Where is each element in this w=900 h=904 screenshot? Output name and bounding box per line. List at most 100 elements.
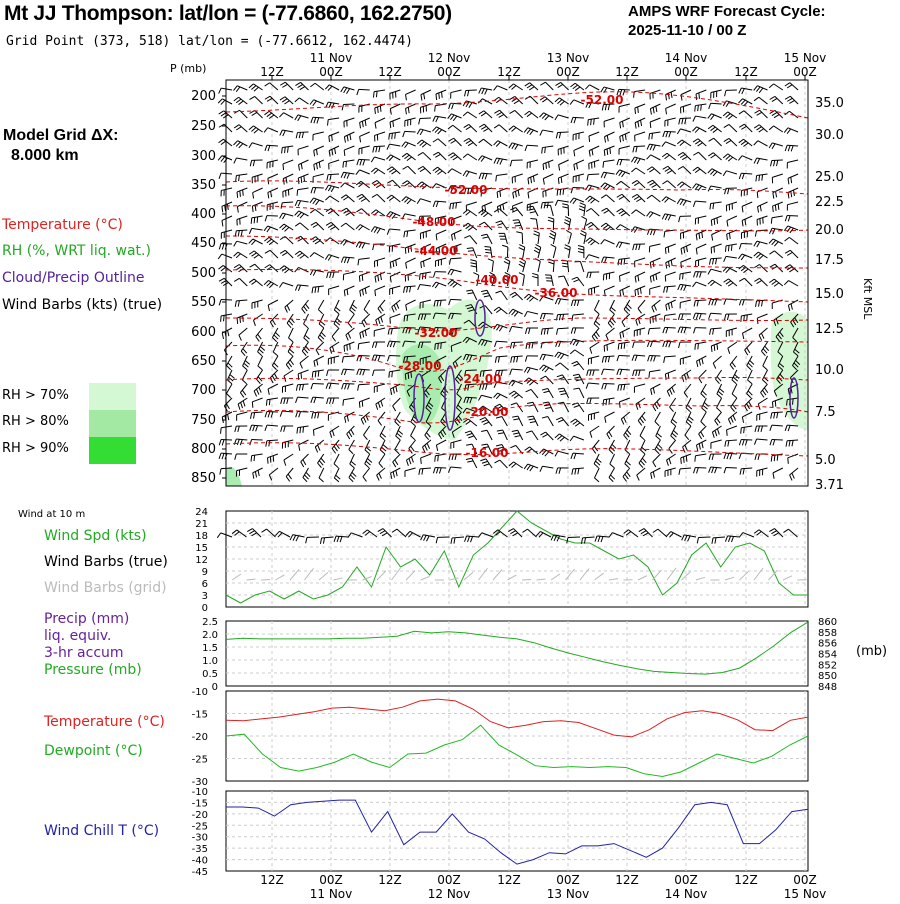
wind-barb-flag	[290, 535, 293, 540]
wind-barb	[665, 370, 675, 374]
wind-barb-flag	[573, 199, 577, 204]
wind-barb-flag	[342, 384, 344, 390]
wind-barb-flag	[251, 128, 256, 132]
wind-barb	[282, 202, 293, 203]
top-date-label: 15 Nov	[784, 51, 827, 65]
grid-wind-barb	[783, 576, 792, 580]
wind-panel-title: Wind at 10 m	[18, 509, 85, 520]
wind-barb-flag	[420, 142, 424, 146]
wind-barb-flag	[727, 221, 728, 227]
wind-barb-flag	[771, 218, 772, 224]
wind-barb	[787, 202, 798, 205]
wind-barb-flag	[609, 449, 613, 453]
wind-barb	[270, 96, 278, 104]
wind-barb-flag	[685, 445, 688, 450]
wind-barb-flag	[788, 216, 790, 222]
wind-barb-flag	[396, 303, 398, 309]
wind-barb	[604, 172, 615, 174]
wind-barb-flag	[566, 230, 571, 233]
wind-barb	[331, 208, 339, 216]
wind-barb	[300, 223, 308, 230]
wind-barb-flag	[769, 279, 774, 283]
wind-barb-flag	[301, 177, 302, 183]
wind-barb-flag	[525, 447, 530, 450]
wind-barb-flag	[225, 205, 226, 211]
wind-barb	[653, 454, 661, 462]
wind-barb-flag	[594, 324, 598, 328]
wind-barb-flag	[770, 264, 775, 267]
wind-barb-flag	[389, 372, 390, 378]
wind-barb-flag	[724, 124, 729, 127]
wind-barb-flag	[345, 384, 347, 390]
wind-barb-flag	[471, 266, 477, 267]
wind-barb-flag	[463, 154, 468, 158]
wind-barb	[569, 247, 571, 258]
wind-barb-flag	[620, 333, 621, 339]
wind-barb-flag	[318, 310, 322, 314]
wind-barb-flag	[380, 436, 384, 440]
pressure-tick-label: 650	[191, 354, 216, 369]
wind-barb	[389, 229, 400, 230]
wind-barb-flag	[221, 113, 226, 116]
wind-barb-flag	[290, 360, 294, 365]
wind-barb-flag	[756, 176, 757, 182]
wind-barb	[711, 440, 722, 443]
wind-barb-flag	[408, 107, 409, 113]
wind-barb-flag	[682, 157, 687, 160]
wind-barb-flag	[571, 419, 576, 422]
grid-wind-barb	[522, 579, 531, 580]
wind-barb-flag	[668, 215, 671, 220]
wind-barb-flag	[219, 111, 224, 114]
wind-barb	[515, 292, 523, 300]
wind-barb-flag	[617, 209, 622, 212]
wind-barb-flag	[341, 240, 345, 245]
wind-barb-flag	[452, 103, 454, 109]
wind-barb-flag	[759, 301, 760, 307]
wind-barb	[760, 278, 768, 286]
wind-barb	[604, 257, 615, 258]
wind-barb-flag	[218, 254, 222, 259]
bottom-time-tick-label: 12Z	[615, 873, 639, 887]
wind-barb-flag	[371, 210, 376, 214]
wind-barb	[527, 202, 538, 205]
wind-barb-flag	[604, 173, 606, 178]
wind-barb-flag	[650, 109, 651, 115]
wind-barb-flag	[622, 322, 625, 327]
wind-barb-flag	[378, 402, 380, 408]
wind-barb-flag	[711, 115, 715, 120]
wind-barb-flag	[363, 530, 368, 534]
wind-barb-flag	[433, 201, 435, 207]
kft-tick-label: 30.0	[815, 128, 844, 143]
wind-barb-flag	[280, 411, 282, 417]
wind-barb-flag	[653, 406, 656, 411]
wind-barb-flag	[316, 149, 317, 155]
wind-barb-flag	[548, 220, 554, 222]
isotherm-label: -16.00	[466, 446, 509, 460]
wind-barb-flag	[546, 163, 547, 169]
wind-barb-flag	[357, 159, 359, 165]
wind-barb	[559, 160, 569, 165]
wind-barb-flag	[677, 199, 680, 204]
wind-barb-flag	[557, 375, 563, 377]
wind-barb-flag	[219, 278, 224, 281]
wind-barb-flag	[754, 252, 758, 256]
wind-barb-flag	[494, 86, 498, 91]
wind-barb-flag	[601, 172, 603, 177]
wind-barb	[542, 354, 553, 356]
wind-barb	[574, 160, 584, 164]
wind-barb-flag	[683, 201, 686, 206]
wind-barb-flag	[249, 84, 254, 88]
isotherm-label: -40.00	[476, 273, 519, 287]
wind-barb-flag	[686, 246, 687, 252]
wind-barb-flag	[717, 429, 719, 435]
wind-barb-flag	[289, 321, 293, 325]
wind-barb-flag	[241, 351, 245, 356]
wind-barb-flag	[684, 247, 685, 253]
wind-barb-flag	[524, 294, 528, 298]
wind-barb-flag	[777, 412, 778, 418]
wind-barb	[699, 370, 707, 378]
wind-barb-flag	[551, 535, 554, 540]
wind-barb	[695, 116, 706, 118]
wind-barb-flag	[378, 308, 381, 313]
wind-barb-flag	[226, 366, 230, 370]
